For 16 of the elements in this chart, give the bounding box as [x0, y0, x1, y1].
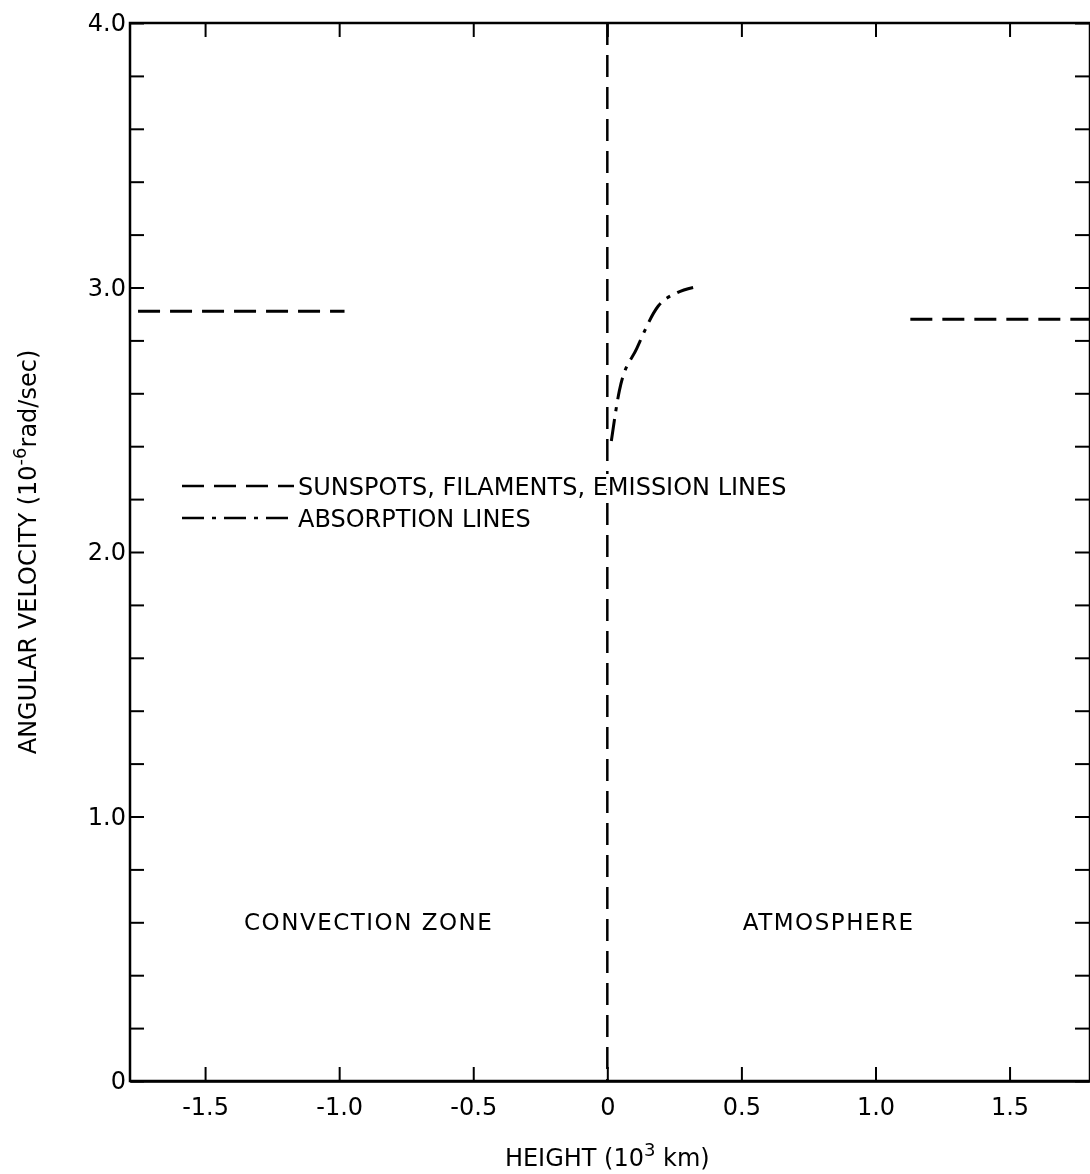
x-tick-label: -1.0 — [316, 1093, 364, 1121]
y-tick-label: 2.0 — [87, 538, 126, 567]
annotation: CONVECTION ZONE — [244, 909, 494, 936]
x-tick-label: 1.0 — [856, 1093, 896, 1121]
y-tick-label: 1.0 — [87, 802, 126, 831]
y-tick-label: 0 — [110, 1067, 126, 1096]
legend-label: ABSORPTION LINES — [298, 504, 531, 533]
x-tick-label: -0.5 — [450, 1093, 498, 1121]
x-tick-label: 1.5 — [990, 1093, 1030, 1121]
x-tick-label: -1.5 — [182, 1093, 229, 1121]
x-tick-label: 0 — [600, 1093, 616, 1121]
x-axis-title: HEIGHT (10$^{3}$ km) — [504, 1138, 710, 1172]
annotation: ATMOSPHERE — [742, 909, 915, 936]
y-tick-label: 4.0 — [87, 9, 126, 38]
y-tick-label: 3.0 — [87, 273, 126, 302]
x-tick-label: 0.5 — [722, 1093, 761, 1121]
